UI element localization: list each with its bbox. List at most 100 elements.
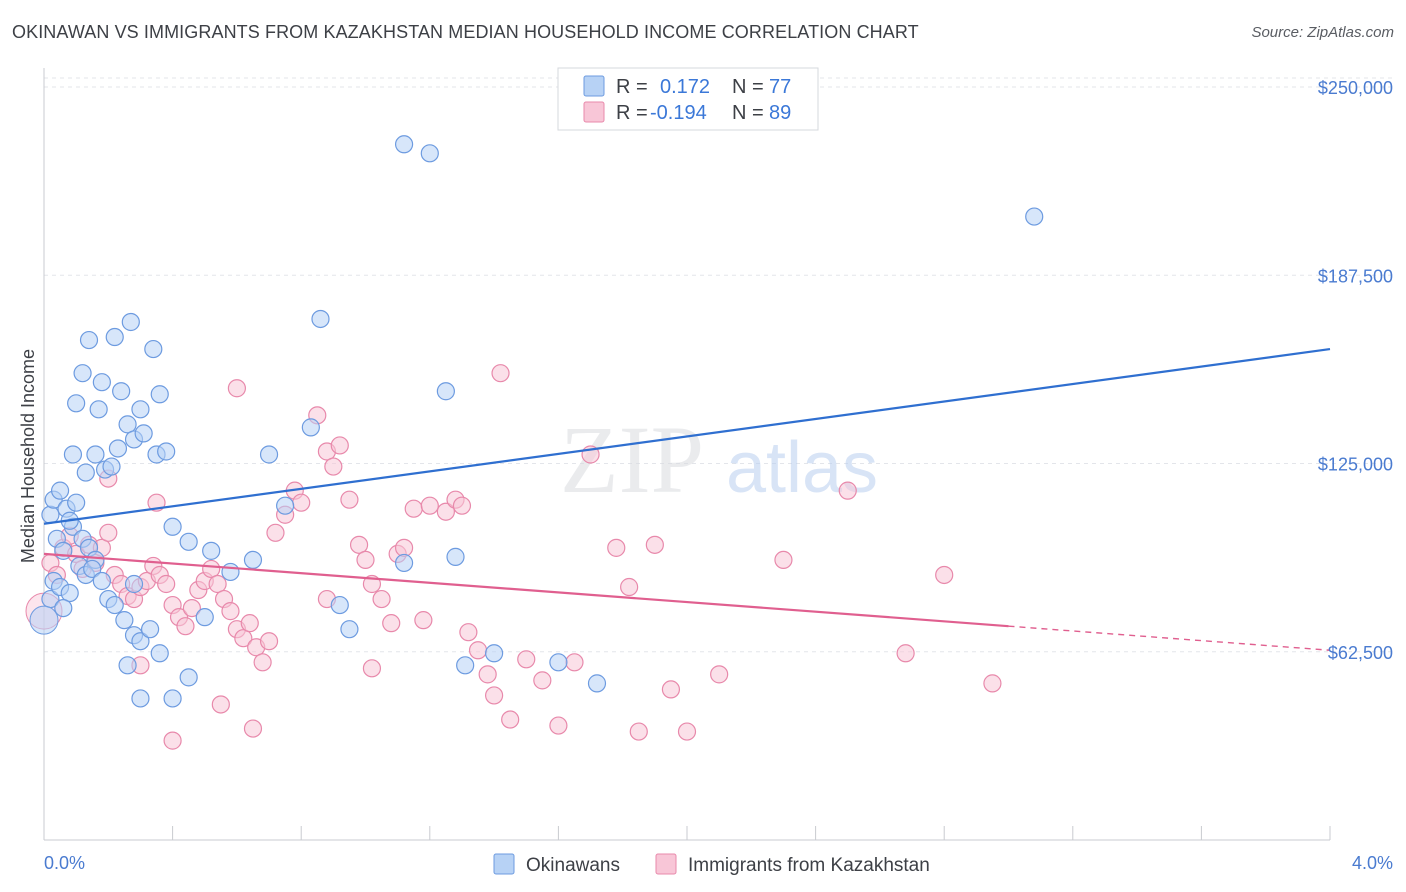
point-kazakhstan [253, 653, 272, 672]
point-kazakhstan [517, 650, 536, 669]
point-okinawan [163, 689, 182, 708]
point-okinawan [105, 327, 124, 347]
point-okinawan [259, 445, 279, 464]
point-kazakhstan [99, 523, 118, 542]
chart-title: OKINAWAN VS IMMIGRANTS FROM KAZAKHSTAN M… [12, 22, 919, 42]
point-kazakhstan [227, 379, 246, 398]
point-okinawan [330, 595, 349, 615]
point-okinawan [108, 439, 128, 458]
point-kazakhstan [629, 722, 648, 741]
point-kazakhstan [182, 598, 201, 618]
point-okinawan [150, 644, 169, 663]
stat-n-value-2: 89 [769, 102, 791, 124]
legend-swatch-okinawans [583, 75, 605, 97]
stats-legend: R = 0.172 N = 77 R = -0.194 N = 89 [557, 67, 819, 131]
watermark-atlas: atlas [726, 428, 878, 508]
point-okinawan [157, 442, 176, 461]
y-tick-label: $187,500 [1318, 266, 1393, 286]
point-okinawan [394, 553, 414, 573]
point-kazakhstan [478, 665, 497, 684]
point-okinawan [73, 364, 92, 383]
point-okinawan [221, 562, 240, 582]
point-kazakhstan [404, 499, 423, 518]
axes [43, 68, 1331, 841]
series-okinawans-points [29, 135, 1044, 708]
point-okinawan [118, 415, 137, 434]
point-okinawan [420, 144, 439, 163]
point-kazakhstan [935, 565, 954, 585]
point-okinawan [311, 309, 330, 329]
stat-n-label-1: N = [732, 76, 764, 98]
point-okinawan [86, 445, 105, 464]
point-kazakhstan [838, 481, 857, 500]
point-okinawan [243, 550, 263, 570]
point-okinawan [1025, 207, 1044, 226]
point-kazakhstan [259, 632, 279, 651]
point-okinawan [92, 373, 111, 392]
point-kazakhstan [266, 523, 285, 542]
source-label: Source: ZipAtlas.com [1251, 24, 1394, 41]
point-kazakhstan [436, 502, 455, 521]
point-kazakhstan [372, 589, 391, 609]
point-kazakhstan [356, 550, 375, 570]
point-okinawan [446, 547, 465, 566]
point-kazakhstan [983, 674, 1002, 693]
point-kazakhstan [382, 614, 401, 633]
point-kazakhstan [501, 710, 520, 729]
point-okinawan [202, 541, 221, 560]
point-okinawan [394, 135, 414, 154]
watermark-zip: ZIP [560, 406, 704, 513]
point-okinawan [456, 656, 475, 675]
x-tick-label-end: 4.0% [1352, 853, 1393, 873]
point-kazakhstan [176, 617, 195, 636]
point-kazakhstan [340, 490, 359, 509]
point-okinawan [144, 339, 163, 359]
point-kazakhstan [362, 659, 382, 678]
point-okinawan [76, 463, 95, 482]
point-kazakhstan [661, 680, 681, 699]
point-okinawan [121, 312, 140, 332]
point-okinawan [549, 653, 568, 672]
point-okinawan [92, 571, 111, 591]
bottom-legend-swatch-okinawans [493, 853, 515, 875]
point-kazakhstan [330, 436, 349, 455]
point-kazakhstan [349, 535, 369, 554]
point-kazakhstan [645, 535, 664, 554]
point-kazakhstan [202, 559, 221, 579]
stat-n-value-1: 77 [769, 76, 791, 98]
point-okinawan [436, 382, 455, 401]
point-kazakhstan [221, 602, 240, 621]
bottom-legend-label-kazakhstan: Immigrants from Kazakhstan [688, 855, 930, 876]
y-tick-label: $250,000 [1318, 78, 1393, 98]
point-kazakhstan [491, 364, 510, 383]
point-kazakhstan [324, 457, 343, 476]
point-okinawan [587, 674, 607, 693]
point-okinawan [83, 559, 102, 579]
point-kazakhstan [533, 671, 552, 690]
point-kazakhstan [896, 644, 915, 663]
trend-line-kazakhstan [43, 552, 1009, 628]
point-okinawan [340, 620, 359, 639]
trend-lines [43, 347, 1331, 651]
point-kazakhstan [240, 614, 259, 633]
stat-n-label-2: N = [732, 102, 764, 124]
point-okinawan [179, 532, 198, 551]
trend-line-kazakhstan-extension [1008, 625, 1331, 651]
stat-r-label-1: R = [616, 76, 648, 98]
point-kazakhstan [157, 574, 176, 594]
point-kazakhstan [677, 722, 697, 741]
point-kazakhstan [607, 538, 626, 557]
point-kazakhstan [163, 731, 182, 750]
point-kazakhstan [414, 611, 433, 630]
point-okinawan [63, 445, 83, 464]
point-kazakhstan [565, 653, 584, 672]
trend-line-okinawans [43, 347, 1331, 525]
point-kazakhstan [468, 641, 488, 660]
point-okinawan [50, 481, 70, 500]
point-kazakhstan [420, 496, 439, 515]
point-okinawan [485, 644, 504, 663]
point-kazakhstan [234, 629, 253, 648]
y-tick-label: $62,500 [1328, 643, 1393, 663]
point-okinawan [131, 632, 150, 651]
